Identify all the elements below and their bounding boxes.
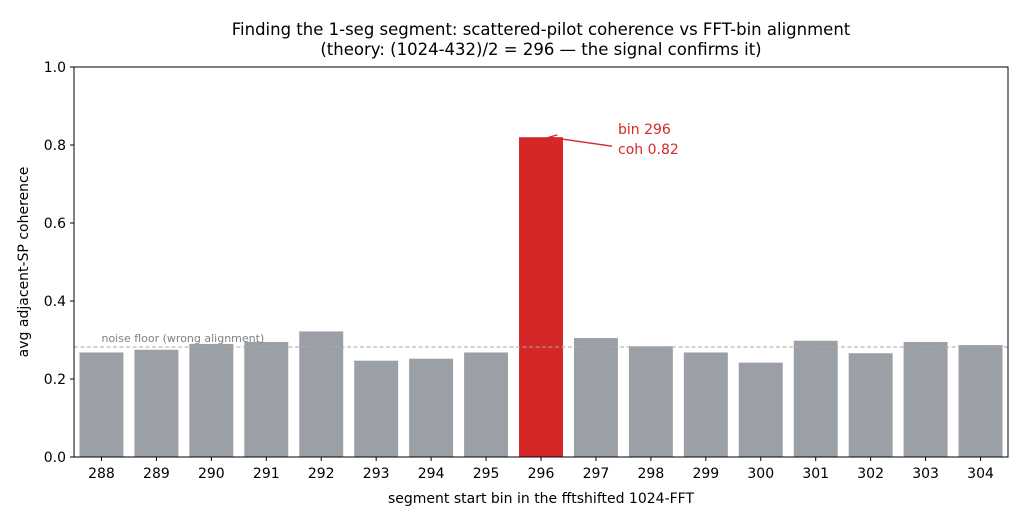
x-tick-label: 291 bbox=[253, 466, 280, 482]
bar-highlight-296 bbox=[519, 137, 563, 457]
annotation-label-line: coh 0.82 bbox=[618, 142, 679, 158]
bar-289 bbox=[134, 349, 179, 457]
x-tick-label: 295 bbox=[473, 466, 500, 482]
annotation-label-line: bin 296 bbox=[618, 122, 671, 138]
x-tick-label: 289 bbox=[143, 466, 170, 482]
bar-301 bbox=[793, 340, 838, 457]
bar-293 bbox=[354, 360, 399, 457]
x-axis-label: segment start bin in the fftshifted 1024… bbox=[388, 491, 695, 507]
bar-304 bbox=[958, 345, 1003, 457]
bar-292 bbox=[299, 331, 344, 457]
annotation-arrowhead bbox=[547, 134, 558, 143]
x-tick-label: 296 bbox=[528, 466, 555, 482]
y-tick-label: 0.2 bbox=[44, 372, 66, 388]
x-tick-label: 298 bbox=[638, 466, 665, 482]
x-tick-label: 292 bbox=[308, 466, 335, 482]
x-tick-label: 299 bbox=[692, 466, 719, 482]
annotation-arrow bbox=[548, 136, 613, 147]
x-tick-label: 300 bbox=[747, 466, 774, 482]
x-tick-label: 294 bbox=[418, 466, 445, 482]
bar-298 bbox=[628, 346, 673, 457]
x-tick-label: 297 bbox=[583, 466, 610, 482]
y-tick-label: 0.6 bbox=[44, 216, 66, 232]
chart-subtitle: (theory: (1024-432)/2 = 296 — the signal… bbox=[320, 40, 761, 59]
y-tick-label: 0.4 bbox=[44, 294, 66, 310]
bar-303 bbox=[903, 341, 948, 457]
bar-300 bbox=[738, 362, 783, 457]
bar-299 bbox=[683, 352, 728, 457]
x-tick-label: 303 bbox=[912, 466, 939, 482]
bar-290 bbox=[189, 343, 234, 457]
noise-floor-label: noise floor (wrong alignment) bbox=[101, 332, 264, 345]
x-tick-label: 304 bbox=[967, 466, 994, 482]
bar-295 bbox=[464, 352, 509, 457]
x-tick-label: 290 bbox=[198, 466, 225, 482]
x-tick-label: 288 bbox=[88, 466, 115, 482]
bar-294 bbox=[409, 358, 454, 457]
x-tick-label: 293 bbox=[363, 466, 390, 482]
bar-297 bbox=[573, 338, 618, 457]
y-tick-label: 0.0 bbox=[44, 450, 66, 466]
y-tick-label: 1.0 bbox=[44, 60, 66, 76]
chart-title: Finding the 1-seg segment: scattered-pil… bbox=[232, 20, 851, 39]
y-tick-label: 0.8 bbox=[44, 138, 66, 154]
y-axis-label: avg adjacent-SP coherence bbox=[16, 167, 32, 358]
x-tick-label: 301 bbox=[802, 466, 829, 482]
bar-291 bbox=[244, 341, 289, 457]
bar-302 bbox=[848, 353, 893, 457]
x-tick-label: 302 bbox=[857, 466, 884, 482]
bar-288 bbox=[79, 352, 124, 457]
